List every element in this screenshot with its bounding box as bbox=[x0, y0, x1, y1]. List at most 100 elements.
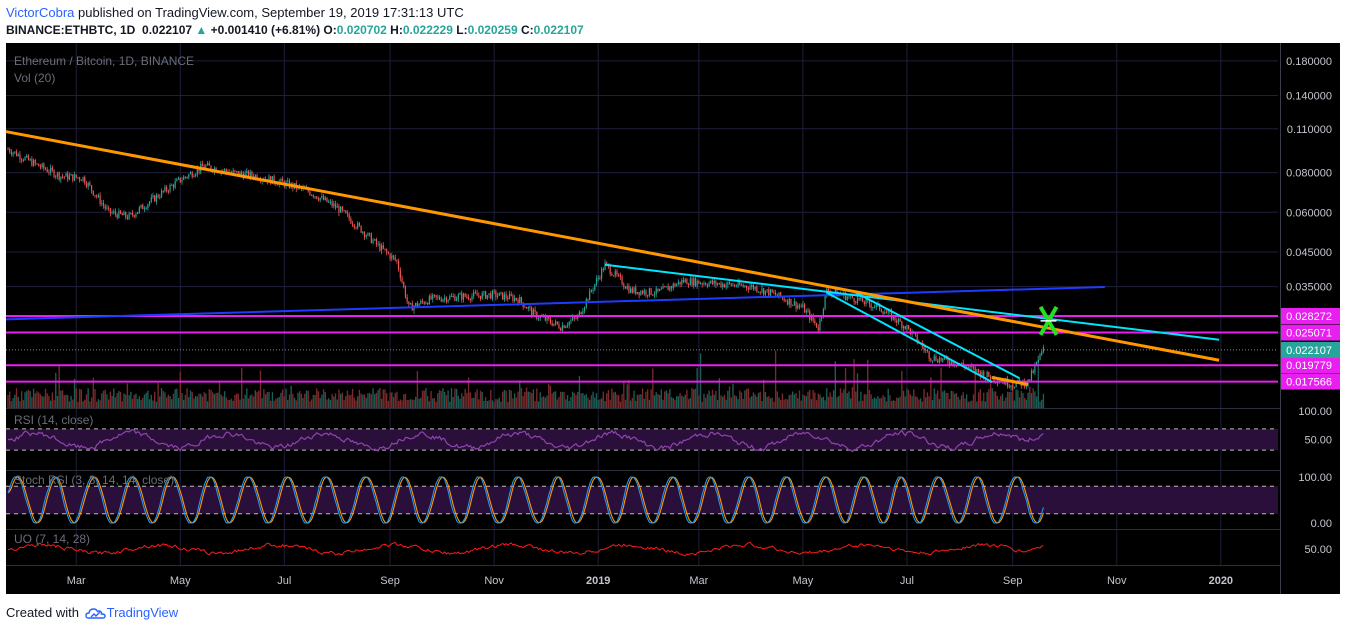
volume-bar bbox=[254, 390, 257, 408]
volume-bar bbox=[977, 392, 980, 408]
volume-bar bbox=[295, 400, 297, 408]
volume-bar bbox=[636, 394, 639, 408]
volume-bar bbox=[981, 400, 983, 408]
candle-body bbox=[452, 296, 454, 298]
candle-body bbox=[148, 201, 151, 205]
volume-bar bbox=[77, 401, 79, 408]
candle-body bbox=[525, 307, 528, 309]
volume-bar bbox=[329, 399, 332, 408]
volume-bar bbox=[495, 398, 497, 408]
candle-body bbox=[210, 165, 212, 170]
volume-bar bbox=[159, 396, 161, 408]
volume-bar bbox=[889, 395, 891, 408]
candle-body bbox=[805, 310, 807, 313]
candle-body bbox=[48, 172, 50, 174]
volume-bar bbox=[449, 401, 451, 408]
volume-bar bbox=[723, 394, 726, 408]
volume-bar bbox=[256, 392, 258, 408]
volume-bar bbox=[730, 397, 732, 408]
volume-bar bbox=[764, 391, 767, 408]
volume-bar bbox=[549, 385, 552, 408]
candle-body bbox=[503, 294, 505, 300]
volume-bar bbox=[191, 392, 193, 408]
volume-bar bbox=[232, 400, 234, 408]
candle-body bbox=[706, 284, 708, 287]
candle-body bbox=[718, 282, 720, 284]
candle-body bbox=[1029, 379, 1031, 381]
volume-bar bbox=[701, 401, 703, 408]
candle-body bbox=[628, 286, 630, 293]
candle-body bbox=[362, 231, 364, 233]
volume-bar bbox=[943, 390, 946, 408]
volume-bar bbox=[580, 393, 582, 408]
candle-body bbox=[746, 285, 748, 288]
volume-bar bbox=[403, 394, 405, 408]
volume-bar bbox=[907, 389, 910, 408]
volume-bar bbox=[140, 400, 142, 408]
volume-bar bbox=[481, 392, 483, 408]
candle-body bbox=[892, 315, 894, 320]
volume-bar bbox=[988, 389, 990, 408]
candle-body bbox=[647, 294, 649, 296]
volume-bar bbox=[198, 393, 200, 408]
candle-body bbox=[655, 288, 657, 295]
volume-bar bbox=[114, 397, 117, 408]
candle-body bbox=[754, 286, 756, 290]
volume-bar bbox=[994, 391, 997, 408]
volume-bar bbox=[897, 398, 900, 408]
candle-body bbox=[730, 283, 732, 286]
candle-body bbox=[783, 298, 785, 301]
volume-bar bbox=[839, 388, 842, 408]
author-link[interactable]: VictorCobra bbox=[6, 5, 75, 20]
volume-bar bbox=[599, 399, 601, 408]
candle-body bbox=[317, 198, 320, 201]
volume-bar bbox=[101, 393, 103, 408]
volume-bar bbox=[722, 396, 724, 408]
candle-body bbox=[433, 294, 436, 296]
volume-bar bbox=[210, 390, 212, 408]
candle-body bbox=[720, 282, 722, 287]
volume-bar bbox=[450, 388, 453, 408]
volume-bar bbox=[964, 398, 966, 408]
candle-body bbox=[316, 196, 318, 199]
candle-body bbox=[331, 201, 333, 207]
volume-bar bbox=[437, 393, 439, 408]
volume-bar bbox=[317, 391, 320, 408]
volume-bar bbox=[629, 400, 632, 408]
volume-bar bbox=[1012, 378, 1014, 408]
candle-body bbox=[563, 325, 565, 328]
candle-body bbox=[722, 283, 724, 287]
candle-body bbox=[137, 212, 139, 214]
candle-body bbox=[22, 159, 24, 161]
volume-bar bbox=[954, 393, 956, 408]
tradingview-link[interactable]: TradingView bbox=[106, 605, 179, 620]
candle-body bbox=[759, 291, 761, 293]
candle-body bbox=[121, 213, 123, 216]
chart-canvas[interactable]: Ethereum / Bitcoin, 1D, BINANCE Vol (20) 0… bbox=[0, 43, 1340, 594]
publish-line: VictorCobra published on TradingView.com… bbox=[6, 5, 464, 20]
volume-bar bbox=[271, 392, 274, 408]
volume-bar bbox=[860, 391, 862, 408]
candle-body bbox=[931, 360, 934, 362]
volume-bar bbox=[177, 397, 180, 408]
candle-body bbox=[926, 349, 929, 352]
candle-body bbox=[343, 210, 345, 212]
volume-bar bbox=[229, 400, 231, 408]
volume-bar bbox=[505, 390, 507, 408]
candle-body bbox=[592, 289, 594, 291]
candle-body bbox=[177, 177, 180, 180]
volume-bar bbox=[94, 389, 96, 408]
volume-bar bbox=[658, 395, 661, 408]
volume-bar bbox=[863, 394, 865, 408]
chart-container[interactable]: Ethereum / Bitcoin, 1D, BINANCE Vol (20) 0… bbox=[0, 43, 1340, 594]
volume-bar bbox=[222, 396, 224, 408]
volume-bar bbox=[669, 388, 671, 408]
candle-body bbox=[967, 366, 969, 368]
candle-body bbox=[688, 284, 690, 286]
volume-bar bbox=[370, 394, 373, 408]
candle-body bbox=[119, 210, 122, 214]
candle-body bbox=[800, 306, 802, 308]
volume-bar bbox=[1017, 390, 1019, 408]
volume-bar bbox=[873, 397, 876, 408]
candle-body bbox=[26, 155, 28, 158]
